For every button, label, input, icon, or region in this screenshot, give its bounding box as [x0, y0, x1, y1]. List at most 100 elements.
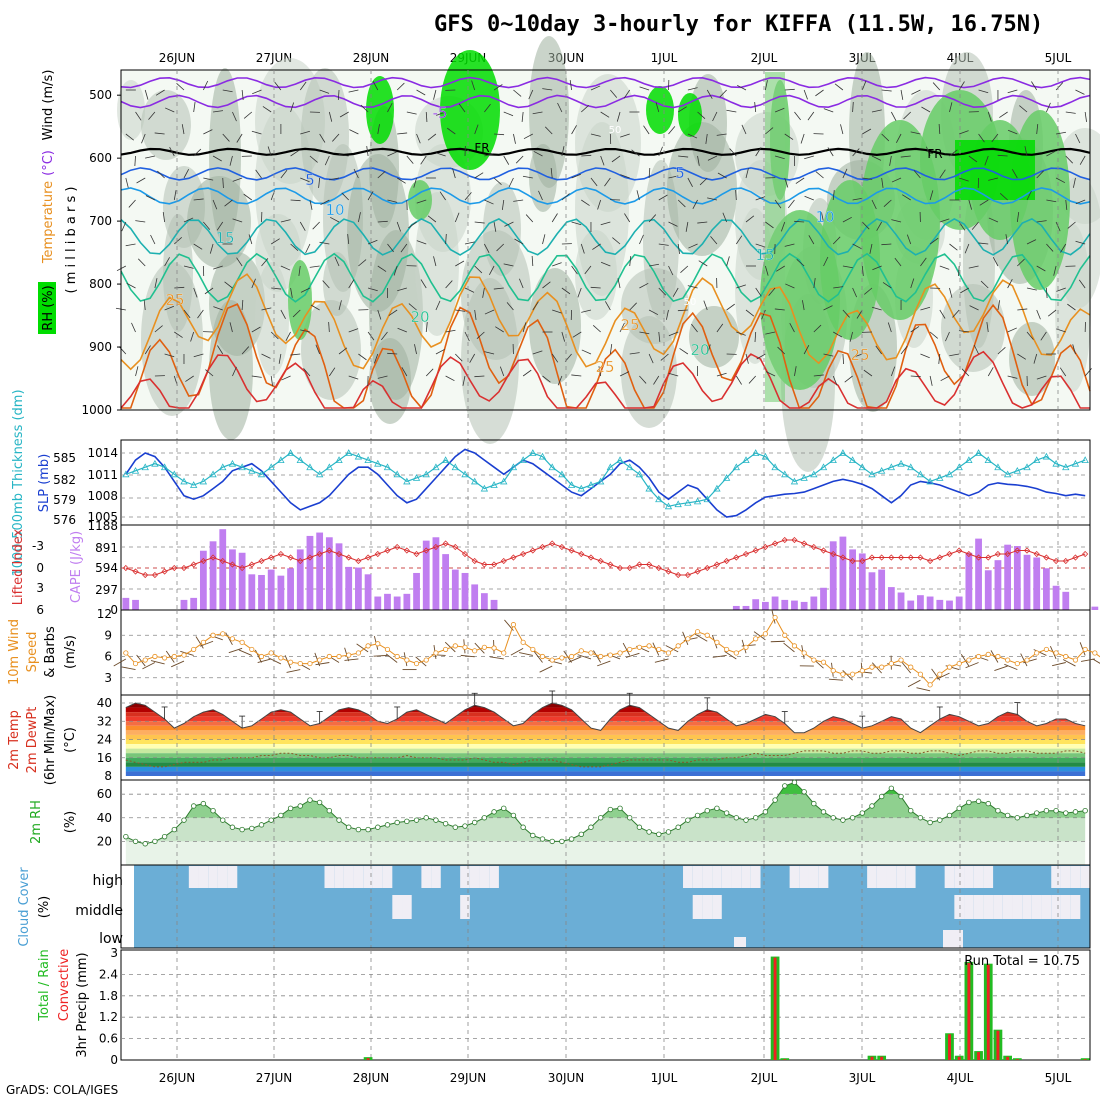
thickness-point-46	[567, 481, 576, 488]
wind-barb-11-73	[833, 331, 843, 338]
wind10m-barb-92	[1004, 663, 1018, 671]
cape-bar-94	[1033, 557, 1041, 610]
wind-barb-1-57	[677, 106, 687, 113]
rh2m-point-15	[268, 817, 274, 823]
wind-barb-0-44	[542, 88, 553, 91]
wind-barb-2-32	[427, 133, 437, 141]
wind-barb-6-54	[648, 214, 657, 223]
wind10m-barb-96	[1049, 645, 1057, 660]
wind-barb-4-42	[522, 175, 533, 179]
wind-barb-4-50	[604, 177, 611, 187]
wind10m-point-78	[879, 664, 885, 670]
cloud-high-59	[692, 866, 703, 888]
wind-barb-4-34	[452, 168, 456, 179]
thickness-point-26	[374, 459, 382, 467]
wind-barb-12-56	[660, 353, 669, 361]
wind-barb-6-66	[765, 221, 774, 229]
wind-barb-13-85	[940, 375, 950, 382]
wind-barb-13-39	[499, 366, 505, 377]
cape-bar-89	[984, 570, 992, 610]
wind10m-point-34	[452, 643, 458, 649]
wind-barb-9-99	[1078, 279, 1086, 289]
wind-barb-0-12	[241, 89, 244, 100]
cloud-high-7	[188, 866, 199, 888]
precip-conv-bar-9	[986, 964, 990, 1060]
wind-barb-1-67	[774, 107, 785, 113]
wind-barb-1-13	[243, 111, 253, 119]
wind10m-barb-87	[960, 654, 970, 667]
wind-barb-1-97	[1065, 111, 1076, 114]
cloud-mid-60	[702, 895, 713, 919]
wind-barb-7-59	[688, 243, 698, 249]
wind-barb-13-67	[765, 371, 776, 377]
wind-barb-10-56	[666, 309, 669, 320]
wind-barb-11-67	[765, 331, 776, 335]
wind-barb-4-8	[203, 177, 214, 181]
wind-barb-7-79	[881, 243, 892, 246]
wind10m-point-57	[675, 643, 681, 649]
thickness-point-94	[1033, 456, 1041, 464]
wind-barb-7-31	[416, 240, 427, 245]
cape-bar-32	[432, 537, 440, 610]
wind10m-barb-11	[225, 632, 233, 646]
isotherm-line-5	[120, 217, 1091, 256]
precip-conv-bar-8	[977, 1052, 981, 1060]
rh2m-point-10	[220, 817, 226, 823]
wind-barb-5-53	[636, 190, 640, 201]
wind-barb-3-83	[925, 146, 931, 157]
wind-barb-2-76	[862, 128, 872, 135]
wind-barb-12-14	[261, 353, 271, 359]
wind-barb-3-51	[611, 155, 621, 163]
wind-barb-9-25	[367, 287, 378, 292]
rh2m-point-2	[142, 841, 148, 847]
wind-barb-8-40	[503, 263, 514, 267]
wind-barb-5-11	[224, 199, 233, 207]
cape-tick-4: 0	[110, 603, 118, 617]
date-label-bottom-5: 1JUL	[651, 1071, 678, 1085]
rh2m-point-7	[190, 803, 197, 809]
wind-barb-2-88	[978, 133, 985, 143]
lifted-index-point-52	[626, 564, 633, 572]
wind-barb-12-88	[973, 344, 979, 355]
rh2m-point-5	[171, 826, 177, 833]
wind-barb-3-63	[729, 148, 737, 157]
wind10m-point-86	[956, 660, 962, 667]
lifted-index-point-81	[907, 554, 914, 561]
lifted-index-point-74	[839, 554, 846, 561]
thickness-point-38	[490, 481, 498, 488]
wind10m-barb-56	[654, 658, 669, 663]
cape-bar-72	[820, 587, 827, 610]
thickness-point-23	[345, 449, 353, 456]
cape-bar-91	[1004, 544, 1012, 610]
wind-barb-13-79	[890, 366, 896, 377]
rh-patch-44	[529, 144, 557, 212]
wind-barb-5-41	[513, 199, 524, 202]
wind-barb-8-20	[309, 265, 320, 268]
cape-bar-97	[1062, 591, 1070, 610]
precip-conv-bar-13	[1083, 1059, 1087, 1060]
lifted-index-point-99	[1082, 550, 1089, 558]
wind-barb-10-58	[677, 309, 688, 312]
rh-patch-47	[667, 122, 737, 256]
wind-barb-6-52	[624, 213, 631, 223]
wind-barb-0-36	[471, 80, 476, 91]
wind-barb-12-54	[648, 353, 654, 364]
wind-barb-0-42	[528, 89, 534, 100]
cloud-mid-59	[692, 895, 703, 919]
cape-bar-25	[364, 574, 372, 610]
cape-bar-29	[403, 593, 411, 610]
wind-barb-3-79	[889, 155, 892, 166]
wind-barb-10-88	[969, 305, 979, 311]
wind-barb-6-56	[668, 221, 678, 227]
thickness-point-59	[693, 497, 702, 505]
rh2m-point-18	[297, 803, 303, 809]
wind-barb-3-59	[697, 155, 700, 166]
rh-patch-23	[369, 338, 411, 424]
rh2m-point-35	[462, 823, 468, 829]
wind-barb-3-9	[212, 155, 222, 162]
rh-patch-58	[301, 68, 349, 204]
wind-barb-12-38	[484, 351, 495, 355]
wind-barb-13-57	[668, 372, 679, 377]
wind-barb-7-35	[464, 241, 475, 245]
wind-barb-9-87	[960, 287, 970, 294]
